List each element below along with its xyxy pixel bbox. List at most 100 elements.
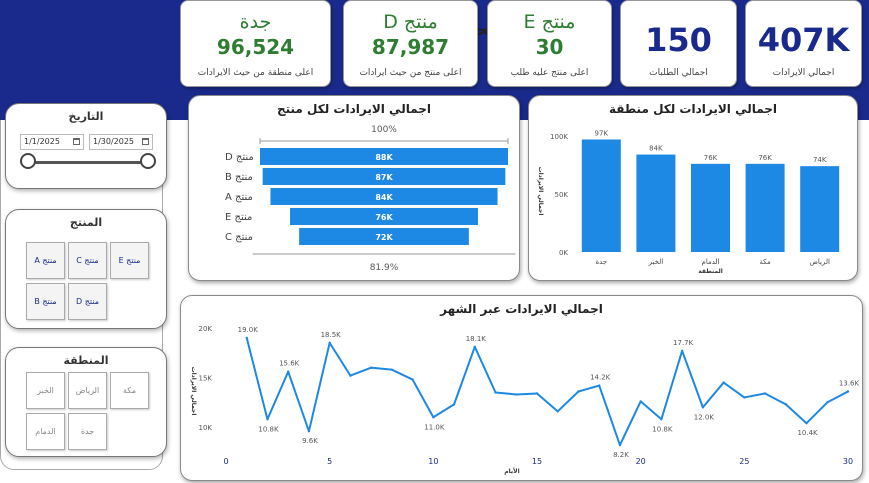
- daily-line-svg: 10K 15K 20K 0 5 10 15 20 25 30 اجمالي الايرادات الأ…: [190, 325, 860, 475]
- product-tile-c[interactable]: منتج C: [68, 242, 107, 279]
- revenue-data-point: [369, 366, 373, 369]
- region-data-label: 76K: [758, 154, 772, 162]
- revenue-point-label: 13.6K: [839, 379, 860, 387]
- region-data-label: 84K: [649, 145, 663, 153]
- revenue-data-point: [660, 418, 663, 421]
- date-slicer-title: التاريخ: [68, 110, 104, 123]
- revenue-data-point: [618, 443, 622, 447]
- product-tile-a[interactable]: منتج A: [26, 242, 65, 279]
- revenue-data-point: [722, 381, 725, 384]
- funnel-top-label: 100%: [371, 125, 397, 135]
- kpi-total-revenue-label: اجمالي الايرادات: [772, 68, 835, 78]
- start-date-field[interactable]: 1/1/2025: [20, 134, 84, 150]
- region-bar: [800, 166, 840, 252]
- revenue-data-point: [701, 406, 705, 409]
- date-range-track[interactable]: [30, 161, 152, 164]
- kpi-top-product-name: D منتج: [383, 11, 438, 33]
- kpi-total-revenue-value: 407K: [757, 21, 850, 59]
- product-tile-e[interactable]: منتج E: [110, 242, 149, 279]
- region-slicer: المنطقة الخبر الرياض مكة الدمام جدة: [5, 347, 167, 457]
- revenue-data-point: [307, 429, 311, 433]
- revenue-line-series: [245, 337, 849, 447]
- region-category-label: الخبر: [648, 258, 664, 266]
- region-chart-title: اجمالي الايرادات لكل منطقة: [608, 102, 778, 116]
- product-funnel-svg: 100% 88K منتج D 87K منتج B 84K منتج A 76K منتج E…: [225, 125, 516, 273]
- kpi-total-orders-value: 150: [645, 21, 712, 59]
- revenue-data-point: [784, 403, 787, 406]
- region-tile-dammam[interactable]: الدمام: [26, 413, 65, 450]
- revenue-data-point: [805, 422, 808, 425]
- region-tile-riyadh[interactable]: الرياض: [68, 372, 107, 409]
- revenue-point-label: 14.2K: [590, 374, 611, 382]
- kpi-demand-product-name: E منتج: [523, 11, 576, 33]
- region-ytick-label: 0K: [559, 249, 568, 257]
- revenue-data-point: [577, 390, 580, 393]
- revenue-point-label: 18.5K: [321, 331, 342, 339]
- revenue-data-point: [266, 418, 269, 421]
- region-tile-jeddah[interactable]: جدة: [68, 413, 107, 450]
- product-slicer-title: المنتج: [69, 216, 103, 229]
- funnel-bottom-label: 81.9%: [370, 263, 399, 273]
- end-date-field[interactable]: 1/30/2025: [89, 134, 153, 150]
- revenue-point-label: 19.0K: [238, 326, 259, 334]
- revenue-data-point: [598, 384, 601, 387]
- product-slicer: المنتج منتج A منتج C منتج E منتج B منتج …: [5, 209, 167, 329]
- revenue-data-point: [556, 410, 559, 413]
- region-category-label: جدة: [595, 258, 607, 266]
- revenue-point-label: 18.1K: [466, 335, 487, 343]
- revenue-point-label: 10.8K: [652, 425, 673, 433]
- revenue-data-point: [743, 396, 746, 399]
- line-ytick-label: 10K: [199, 424, 213, 432]
- start-date-value: 1/1/2025: [24, 137, 60, 146]
- product-tile-d[interactable]: منتج D: [68, 283, 107, 320]
- region-bar: [581, 139, 621, 252]
- revenue-data-point: [452, 403, 456, 406]
- funnel-bar: [260, 148, 508, 165]
- daily-chart-title: اجمالي الايرادات عبر الشهر: [440, 302, 603, 316]
- funnel-data-label: 87K: [375, 173, 393, 182]
- revenue-point-label: 10.4K: [797, 429, 818, 437]
- line-xtick-label: 25: [739, 457, 749, 466]
- revenue-point-label: 8.2K: [613, 451, 629, 459]
- product-tile-b[interactable]: منتج B: [26, 283, 65, 320]
- calendar-icon[interactable]: [142, 138, 149, 145]
- region-category-label: الدمام: [702, 258, 720, 266]
- revenue-data-point: [535, 392, 539, 395]
- kpi-top-product-revenue: D منتج 87,987 اعلى منتج من حيث ايرادات: [343, 0, 478, 87]
- line-xtick-label: 15: [532, 457, 542, 466]
- revenue-data-point: [515, 393, 518, 396]
- kpi-total-revenue: 407K اجمالي الايرادات: [745, 0, 862, 87]
- kpi-top-product-label: اعلى منتج من حيث ايرادات: [359, 68, 462, 78]
- funnel-bar: [270, 188, 498, 205]
- revenue-data-point: [680, 349, 684, 353]
- funnel-data-label: 72K: [375, 233, 393, 242]
- date-range-end-handle[interactable]: [140, 153, 156, 169]
- line-xtick-label: 10: [428, 457, 438, 466]
- region-bar: [745, 163, 785, 252]
- revenue-data-point: [287, 370, 290, 373]
- region-revenue-chart: اجمالي الايرادات لكل منطقة 0K 50K 100K اجما…: [528, 95, 858, 281]
- region-category-label: مكة: [759, 258, 771, 266]
- region-tile-khobar[interactable]: الخبر: [26, 372, 65, 409]
- revenue-data-point: [826, 401, 829, 404]
- revenue-data-point: [846, 390, 850, 393]
- revenue-point-label: 11.0K: [424, 423, 445, 431]
- region-data-label: 76K: [704, 154, 718, 162]
- revenue-data-point: [328, 341, 331, 345]
- region-data-label: 74K: [813, 156, 827, 164]
- date-range-start-handle[interactable]: [20, 153, 36, 169]
- funnel-category-label: منتج B: [225, 172, 253, 183]
- funnel-bar: [290, 208, 478, 225]
- calendar-icon[interactable]: [73, 138, 80, 145]
- end-date-value: 1/30/2025: [93, 137, 135, 146]
- line-ylabel: اجمالي الايرادات: [190, 367, 197, 416]
- revenue-point-label: 17.7K: [673, 339, 694, 347]
- region-tile-makkah[interactable]: مكة: [110, 372, 149, 409]
- region-category-label: الرياض: [809, 258, 830, 266]
- revenue-point-label: 9.6K: [302, 437, 318, 445]
- daily-revenue-chart: اجمالي الايرادات عبر الشهر 10K 15K 20K 0 5 10…: [180, 295, 863, 481]
- funnel-bar: [299, 228, 469, 245]
- region-xlabel: المنطقة: [698, 268, 723, 275]
- region-data-label: 97K: [595, 129, 609, 137]
- title-divider: [12, 86, 857, 88]
